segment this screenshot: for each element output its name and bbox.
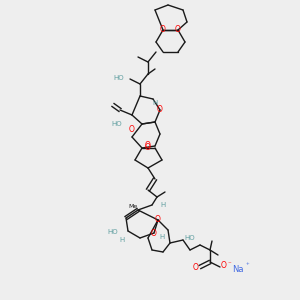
Text: H: H — [119, 237, 124, 243]
Text: O: O — [145, 140, 151, 149]
Text: ⁺: ⁺ — [245, 263, 249, 269]
Text: HO: HO — [185, 235, 195, 241]
Text: O: O — [151, 229, 157, 238]
Text: Me: Me — [128, 203, 138, 208]
Text: O: O — [145, 143, 151, 152]
Text: H: H — [160, 202, 166, 208]
Text: H: H — [159, 234, 165, 240]
Text: HO: HO — [107, 229, 118, 235]
Text: H: H — [152, 100, 158, 106]
Text: O: O — [175, 26, 181, 34]
Text: O: O — [193, 263, 199, 272]
Text: O: O — [155, 215, 161, 224]
Text: HO: HO — [111, 121, 122, 127]
Text: O: O — [157, 106, 163, 115]
Text: Na: Na — [232, 265, 244, 274]
Text: ⁻: ⁻ — [227, 261, 231, 267]
Text: O: O — [160, 26, 166, 34]
Text: O: O — [221, 262, 227, 271]
Text: O: O — [129, 125, 135, 134]
Text: HO: HO — [113, 75, 124, 81]
